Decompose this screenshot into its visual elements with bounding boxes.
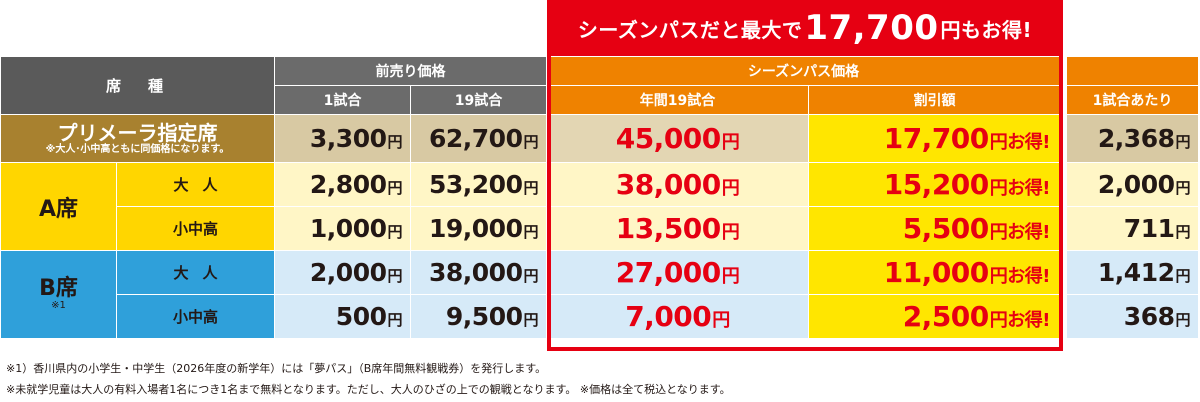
price-1-game: 2,800円 [274,162,411,207]
per-game-price: 711円 [1066,206,1199,251]
per-game-price: 2,368円 [1066,114,1199,163]
banner-prefix: シーズンパスだと最大で [577,17,803,42]
header-seat-type: 席 種 [0,56,275,115]
discount-amount: 5,500円お得! [808,206,1061,251]
discount-amount: 2,500円お得! [808,294,1061,339]
banner-amount: 17,700 [804,8,939,48]
header-orange-cap [1066,56,1199,86]
price-1-game: 500円 [274,294,411,339]
banner-suffix: 円もお得! [940,17,1033,42]
table-row: A席 大人 2,800円 53,200円 38,000円 15,200円お得! … [0,162,1199,251]
table-row: プリメーラ指定席 ※大人･小中高ともに同価格になります。 3,300円 62,7… [0,114,1199,163]
discount-amount: 15,200円お得! [808,162,1061,207]
table-row: B席 ※1 大人 2,000円 38,000円 27,000円 11,000円お… [0,250,1199,339]
season-pass-price: 38,000円 [546,162,809,207]
price-1-game: 2,000円 [274,250,411,295]
per-game-price: 1,412円 [1066,250,1199,295]
season-pass-price: 45,000円 [546,114,809,163]
header-19-games: 19試合 [410,85,547,115]
discount-amount: 11,000円お得! [808,250,1061,295]
premium-seat-label: プリメーラ指定席 ※大人･小中高ともに同価格になります。 [0,114,275,163]
footnote-1: ※1）香川県内の小学生・中学生（2026年度の新学年）には「夢パス」（B席年間無… [6,362,547,375]
footnote-2: ※未就学児童は大人の有料入場者1名につき1名まで無料となります。ただし、大人のひ… [6,383,731,396]
price-1-game: 3,300円 [274,114,411,163]
b-seat-title: B席 [39,275,78,301]
price-19-games: 38,000円 [410,250,547,295]
premium-note: ※大人･小中高ともに同価格になります。 [45,143,230,155]
table-row: 小中高 1,000円 19,000円 13,500円 5,500円お得! 711… [1,206,1199,251]
header-season: シーズンパス価格 [546,56,1061,86]
a-youth-label: 小中高 [116,206,275,251]
price-19-games: 53,200円 [410,162,547,207]
promo-banner: シーズンパスだと最大で 17,700 円もお得! [548,0,1062,56]
price-19-games: 62,700円 [410,114,547,163]
header-per-game: 1試合あたり [1066,85,1199,115]
b-adult-label: 大人 [116,250,275,295]
header-discount: 割引額 [808,85,1061,115]
price-19-games: 9,500円 [410,294,547,339]
season-pass-price: 7,000円 [546,294,809,339]
discount-amount: 17,700円お得! [808,114,1061,163]
b-seat-label: B席 ※1 [0,250,117,339]
a-adult-label: 大人 [116,162,275,207]
a-seat-label: A席 [0,162,117,251]
table-row: 小中高 500円 9,500円 7,000円 2,500円お得! 368円 [1,294,1199,339]
b-youth-label: 小中高 [116,294,275,339]
per-game-price: 368円 [1066,294,1199,339]
season-pass-price: 13,500円 [546,206,809,251]
b-seat-footnote-mark: ※1 [51,299,66,311]
per-game-price: 2,000円 [1066,162,1199,207]
premium-title: プリメーラ指定席 [57,120,218,145]
price-1-game: 1,000円 [274,206,411,251]
header-presale: 前売り価格 [274,56,547,86]
season-pass-price: 27,000円 [546,250,809,295]
price-table: 席 種 前売り価格 シーズンパス価格 1試合 19試合 年間19試合 割引額 1… [0,56,1199,339]
header-1-game: 1試合 [274,85,411,115]
header-annual: 年間19試合 [546,85,809,115]
price-19-games: 19,000円 [410,206,547,251]
